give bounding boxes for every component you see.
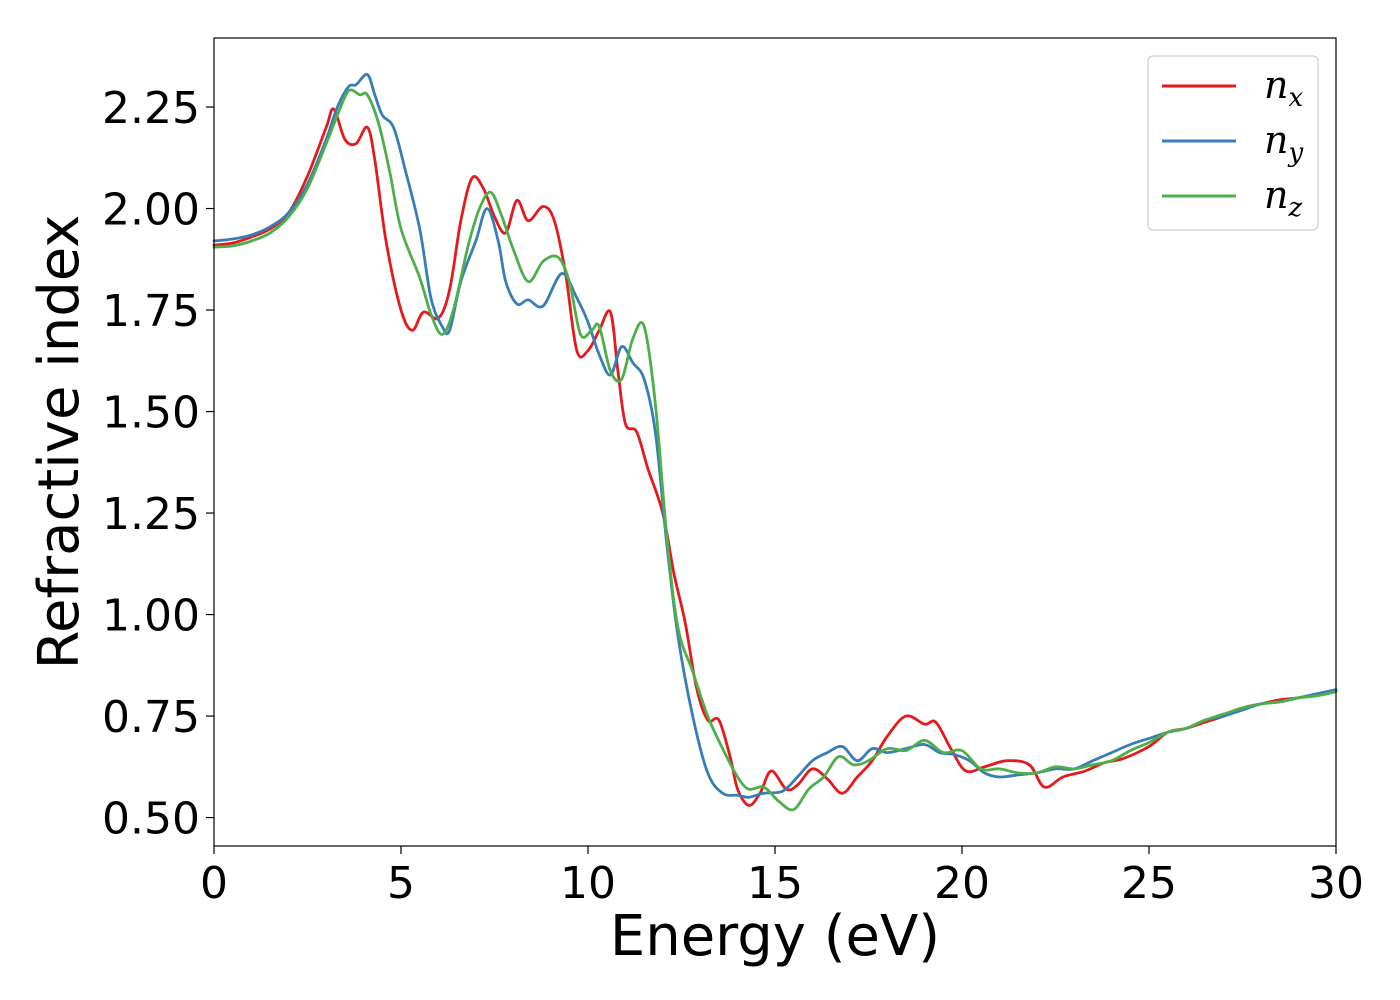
y-tick-label: 1.75 (102, 286, 200, 337)
legend-label-n-x: nx (1264, 63, 1303, 113)
x-tick-label: 5 (387, 858, 415, 909)
y-tick-label: 2.25 (102, 83, 200, 134)
y-tick-label: 1.50 (102, 388, 200, 439)
legend-box (1147, 55, 1319, 231)
legend-label-n-z: nz (1264, 173, 1302, 223)
y-tick-label: 0.75 (102, 692, 200, 743)
y-tick-label: 2.00 (102, 185, 200, 236)
series-line-n-z (212, 88, 1338, 812)
x-tick-label: 20 (934, 858, 990, 909)
x-tick-label: 10 (560, 858, 616, 909)
x-axis-title: Energy (eV) (610, 904, 940, 969)
x-tick-label: 30 (1308, 858, 1364, 909)
x-tick-label: 0 (200, 858, 228, 909)
y-tick-label: 0.50 (102, 794, 200, 845)
y-axis-title: Refractive index (27, 215, 92, 670)
legend-label-n-y: ny (1264, 118, 1303, 168)
x-tick-label: 25 (1121, 858, 1177, 909)
y-axis: 0.50 0.75 1.00 1.25 1.50 1.75 2.00 2.25 (102, 83, 214, 845)
x-tick-label: 15 (747, 858, 803, 909)
series-line-n-y (212, 73, 1338, 799)
series-layer (212, 73, 1338, 812)
y-tick-label: 1.25 (102, 489, 200, 540)
y-tick-label: 1.00 (102, 591, 200, 642)
x-axis: 0 5 10 15 20 25 30 (200, 846, 1364, 909)
